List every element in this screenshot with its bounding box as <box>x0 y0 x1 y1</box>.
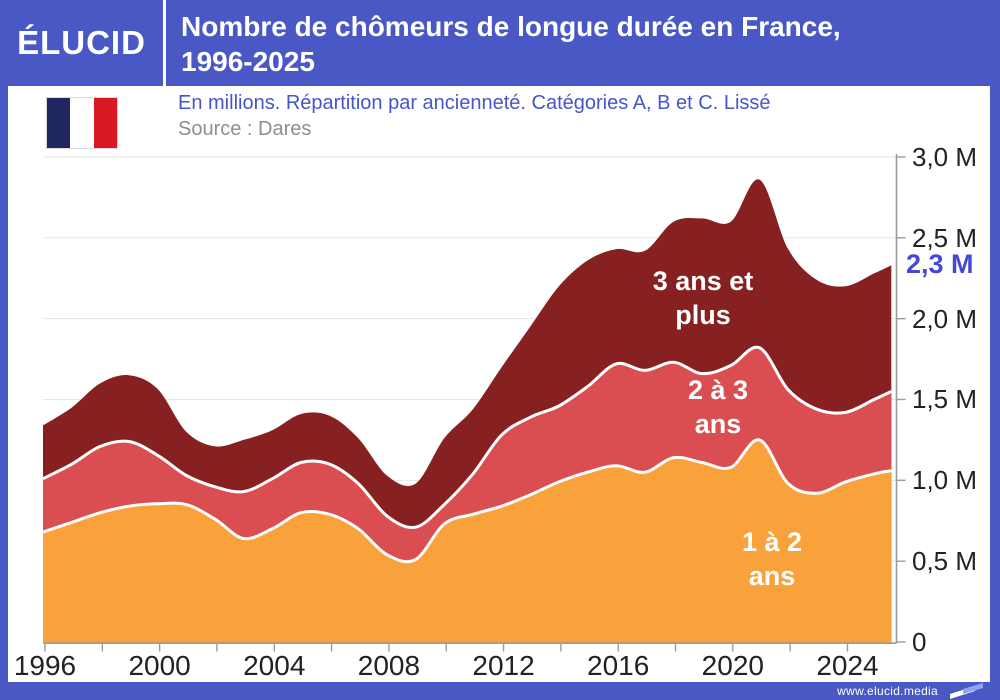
y-axis-label: 0,5 M <box>912 546 978 577</box>
france-flag-icon <box>46 97 118 149</box>
footer: www.elucid.media <box>0 682 1000 700</box>
header: ÉLUCID Nombre de chômeurs de longue duré… <box>0 0 1000 86</box>
x-axis-label: 2008 <box>357 650 421 681</box>
x-axis-label: 2004 <box>243 650 306 681</box>
flag-stripe-white <box>70 98 94 148</box>
elucid-logo-text: ÉLUCID <box>17 24 146 61</box>
x-axis-label: 2016 <box>587 650 650 681</box>
chart-title: Nombre de chômeurs de longue durée en Fr… <box>166 0 841 86</box>
x-axis-label: 2000 <box>128 650 191 681</box>
flag-stripe-red <box>93 98 117 148</box>
area-1 <box>43 439 892 643</box>
y-axis-label: 2,0 M <box>912 303 978 334</box>
flag-stripe-blue <box>47 98 71 148</box>
series-label-2-a-3-ans: 2 à 3 ans <box>687 375 749 439</box>
stacked-area-chart <box>43 154 906 652</box>
elucid-logo: ÉLUCID <box>0 0 163 86</box>
frame-border-left <box>0 86 8 682</box>
header-divider <box>163 0 166 86</box>
x-axis-label: 2012 <box>472 650 535 681</box>
chart-source: Source : Dares <box>178 118 312 140</box>
chart-title-line2: 1996-2025 <box>181 46 315 77</box>
frame-border-right <box>990 86 1000 682</box>
elucid-flag-icon <box>950 683 983 699</box>
footer-url: www.elucid.media <box>837 684 938 698</box>
y-axis-label: 1,0 M <box>912 465 978 496</box>
final-value-annotation: 2,3 M <box>906 249 974 279</box>
y-axis-label: 0 <box>912 627 927 657</box>
series-label-1-a-2-ans: 1 à 2 ans <box>741 527 803 591</box>
chart-title-line1: Nombre de chômeurs de longue durée en Fr… <box>181 11 841 42</box>
band-boundary <box>43 345 892 530</box>
x-axis-label: 1996 <box>13 650 77 681</box>
chart-subtitle: En millions. Répartition par ancienneté.… <box>178 92 771 114</box>
band-boundary <box>43 438 892 564</box>
y-axis-label: 3,0 M <box>912 141 978 172</box>
series-label-3-ans-et-plus: 3 ans et plus <box>652 266 754 330</box>
y-axis-label: 1,5 M <box>912 384 978 415</box>
x-axis-label: 2020 <box>701 650 764 681</box>
y-axis-label: 2,5 M <box>912 222 978 253</box>
x-axis-label: 2024 <box>816 650 879 681</box>
